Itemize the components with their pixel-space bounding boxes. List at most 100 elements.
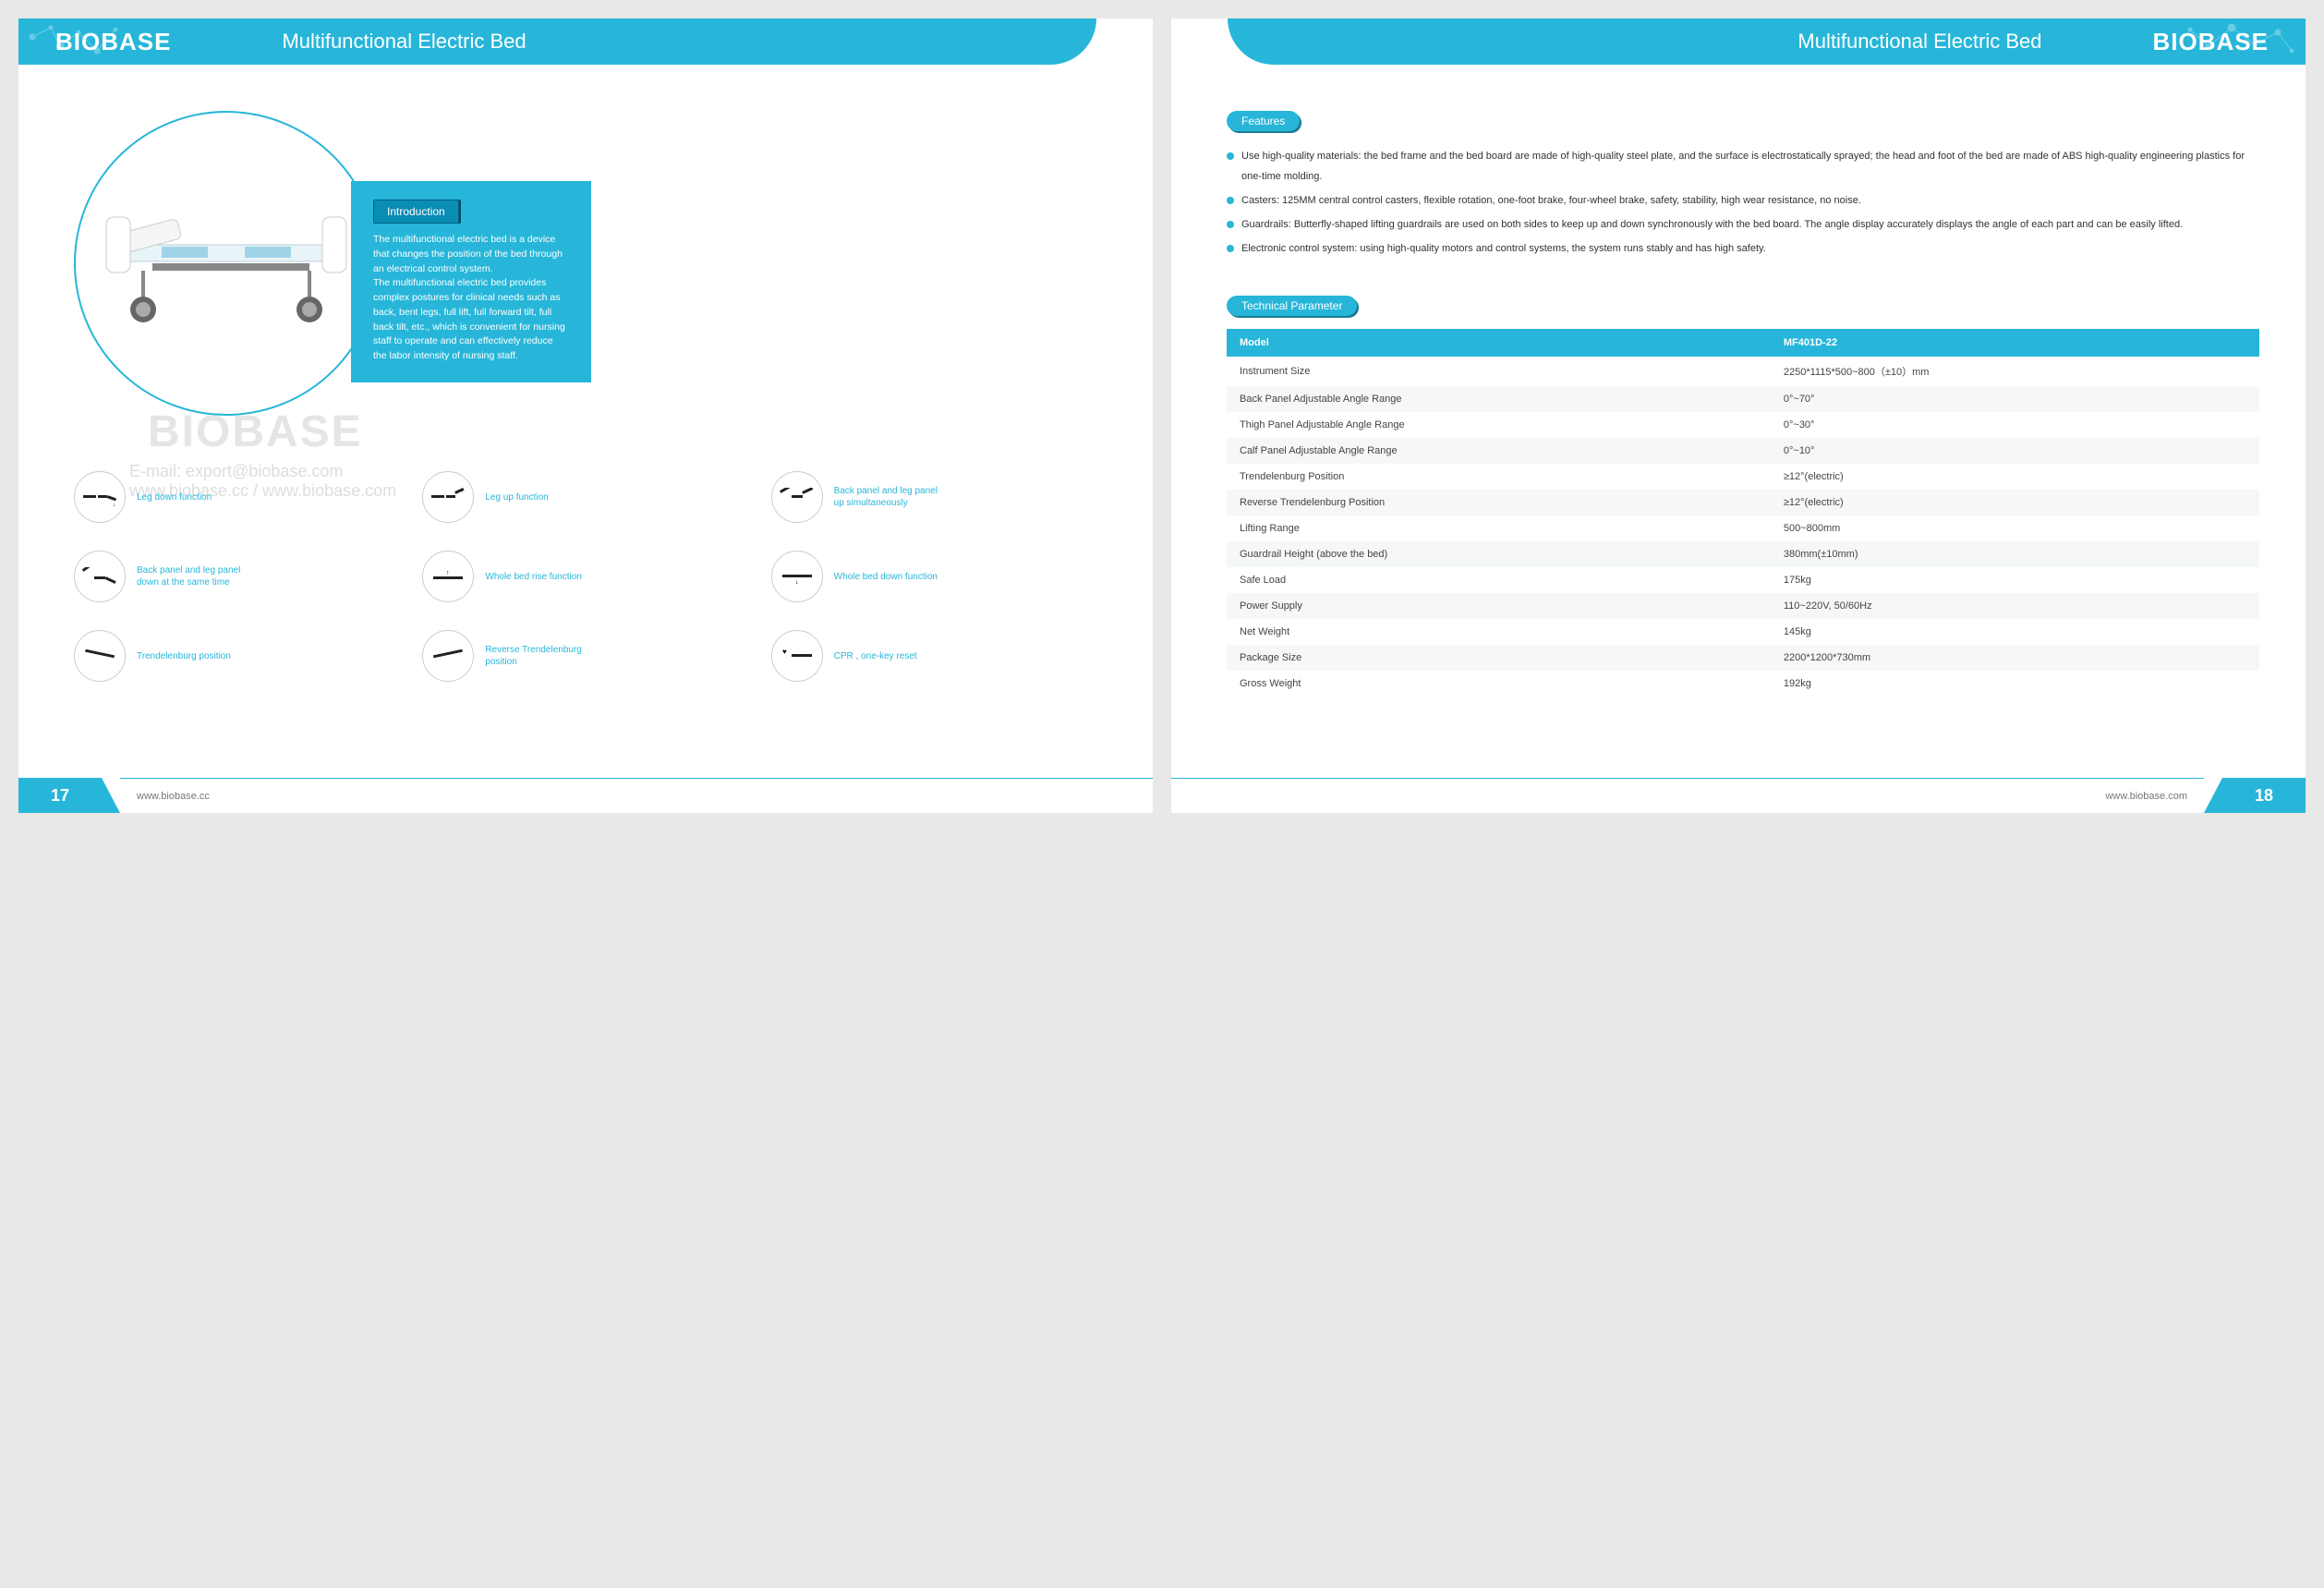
function-glyph-icon: ♥ [771,630,823,682]
introduction-badge: Introduction [373,200,459,224]
table-cell: Safe Load [1227,567,1771,593]
footer-triangle-icon [102,778,120,813]
function-icon-label: Leg up function [485,491,548,503]
table-cell: 0°~30° [1771,412,2259,438]
function-icon-grid: ↓ Leg down function ↑ Leg up function Back p… [74,471,1097,682]
page-number: 18 [2222,778,2306,813]
table-cell: Package Size [1227,645,1771,671]
table-cell: ≥12°(electric) [1771,490,2259,515]
function-icon-label: CPR , one-key reset [834,650,917,662]
function-glyph-icon: ↑ [422,471,474,523]
svg-text:♥: ♥ [782,648,787,656]
table-row: Net Weight145kg [1227,619,2259,645]
catalog-page-left: BIOBASE Multifunctional Electric Bed BIO… [18,18,1153,813]
table-cell: Calf Panel Adjustable Angle Range [1227,438,1771,464]
page-title: Multifunctional Electric Bed [282,30,526,54]
table-row: Gross Weight192kg [1227,671,2259,697]
right-page-content: Features Use high-quality materials: the… [1171,65,2306,697]
table-cell: Guardrail Height (above the bed) [1227,541,1771,567]
function-icon-label: Reverse Trendelenburg position [485,644,596,668]
table-cell: Gross Weight [1227,671,1771,697]
introduction-box: Introduction The multifunctional electri… [351,181,591,382]
table-cell: 110~220V, 50/60Hz [1771,593,2259,619]
table-cell: Lifting Range [1227,515,1771,541]
feature-item: Electronic control system: using high-qu… [1227,238,2259,259]
page-header-left: BIOBASE Multifunctional Electric Bed [18,18,1096,65]
function-glyph-icon [74,630,126,682]
function-icon-label: Trendelenburg position [137,650,231,662]
function-glyph-icon: ↓ [771,551,823,602]
molecule-decor-icon [2172,18,2301,65]
table-cell: Thigh Panel Adjustable Angle Range [1227,412,1771,438]
function-icon-item: ↓ Whole bed down function [771,551,1097,602]
table-header-cell: Model [1227,329,1771,357]
table-cell: Power Supply [1227,593,1771,619]
intro-paragraph-2: The multifunctional electric bed provide… [373,276,569,364]
function-icon-label: Back panel and leg panel down at the sam… [137,564,248,588]
table-header-row: ModelMF401D-22 [1227,329,2259,357]
intro-paragraph-1: The multifunctional electric bed is a de… [373,233,569,276]
page-header-right: Multifunctional Electric Bed BIOBASE [1228,18,2306,65]
features-badge: Features [1227,111,1300,131]
table-row: Instrument Size2250*1115*500~800（±10）mm [1227,357,2259,386]
function-icon-label: Leg down function [137,491,212,503]
feature-item: Guardrails: Butterfly-shaped lifting gua… [1227,214,2259,235]
catalog-page-right: Multifunctional Electric Bed BIOBASE Fea… [1171,18,2306,813]
function-glyph-icon: ↑ [422,551,474,602]
table-row: Back Panel Adjustable Angle Range0°~70° [1227,386,2259,412]
table-cell: 175kg [1771,567,2259,593]
function-icon-item: Reverse Trendelenburg position [422,630,748,682]
table-cell: Instrument Size [1227,357,1771,386]
table-row: Calf Panel Adjustable Angle Range0°~10° [1227,438,2259,464]
function-icon-item: Trendelenburg position [74,630,400,682]
table-cell: 2250*1115*500~800（±10）mm [1771,357,2259,386]
table-cell: 0°~10° [1771,438,2259,464]
table-cell: 380mm(±10mm) [1771,541,2259,567]
table-cell: 2200*1200*730mm [1771,645,2259,671]
function-icon-item: ♥ CPR , one-key reset [771,630,1097,682]
function-glyph-icon: ↓ [74,471,126,523]
table-cell: 500~800mm [1771,515,2259,541]
function-icon-label: Back panel and leg panel up simultaneous… [834,485,945,509]
table-cell: 0°~70° [1771,386,2259,412]
footer-url: www.biobase.com [1171,778,2204,813]
function-glyph-icon [422,630,474,682]
table-row: Guardrail Height (above the bed)380mm(±1… [1227,541,2259,567]
table-row: Package Size2200*1200*730mm [1227,645,2259,671]
function-icon-label: Whole bed down function [834,571,938,583]
table-row: Trendelenburg Position≥12°(electric) [1227,464,2259,490]
bed-illustration-icon [97,180,356,346]
page-title: Multifunctional Electric Bed [1797,30,2041,54]
table-row: Power Supply110~220V, 50/60Hz [1227,593,2259,619]
function-icon-item: ↑ Leg up function [422,471,748,523]
table-cell: ≥12°(electric) [1771,464,2259,490]
table-row: Thigh Panel Adjustable Angle Range0°~30° [1227,412,2259,438]
table-header-cell: MF401D-22 [1771,329,2259,357]
table-cell: 145kg [1771,619,2259,645]
features-list: Use high-quality materials: the bed fram… [1227,146,2259,259]
table-cell: Back Panel Adjustable Angle Range [1227,386,1771,412]
svg-text:↓: ↓ [113,503,115,506]
function-icon-item: ↓ Leg down function [74,471,400,523]
table-cell: Net Weight [1227,619,1771,645]
molecule-decor-icon [23,18,152,65]
svg-text:↑: ↑ [446,570,450,576]
table-row: Safe Load175kg [1227,567,2259,593]
technical-parameter-section: Technical Parameter ModelMF401D-22Instru… [1227,296,2259,697]
left-page-content: BIOBASE E-mail: export@biobase.com www.b… [18,65,1153,682]
function-icon-item: Back panel and leg panel up simultaneous… [771,471,1097,523]
function-icon-label: Whole bed rise function [485,571,582,583]
feature-item: Casters: 125MM central control casters, … [1227,190,2259,211]
svg-text:↑: ↑ [461,489,464,494]
function-icon-item: ↑ Whole bed rise function [422,551,748,602]
page-number: 17 [18,778,102,813]
table-row: Lifting Range500~800mm [1227,515,2259,541]
table-row: Reverse Trendelenburg Position≥12°(elect… [1227,490,2259,515]
table-cell: 192kg [1771,671,2259,697]
technical-parameter-badge: Technical Parameter [1227,296,1357,316]
function-icon-item: Back panel and leg panel down at the sam… [74,551,400,602]
table-cell: Reverse Trendelenburg Position [1227,490,1771,515]
footer-triangle-icon [2204,778,2222,813]
footer-url: www.biobase.cc [120,778,1153,813]
feature-item: Use high-quality materials: the bed fram… [1227,146,2259,187]
